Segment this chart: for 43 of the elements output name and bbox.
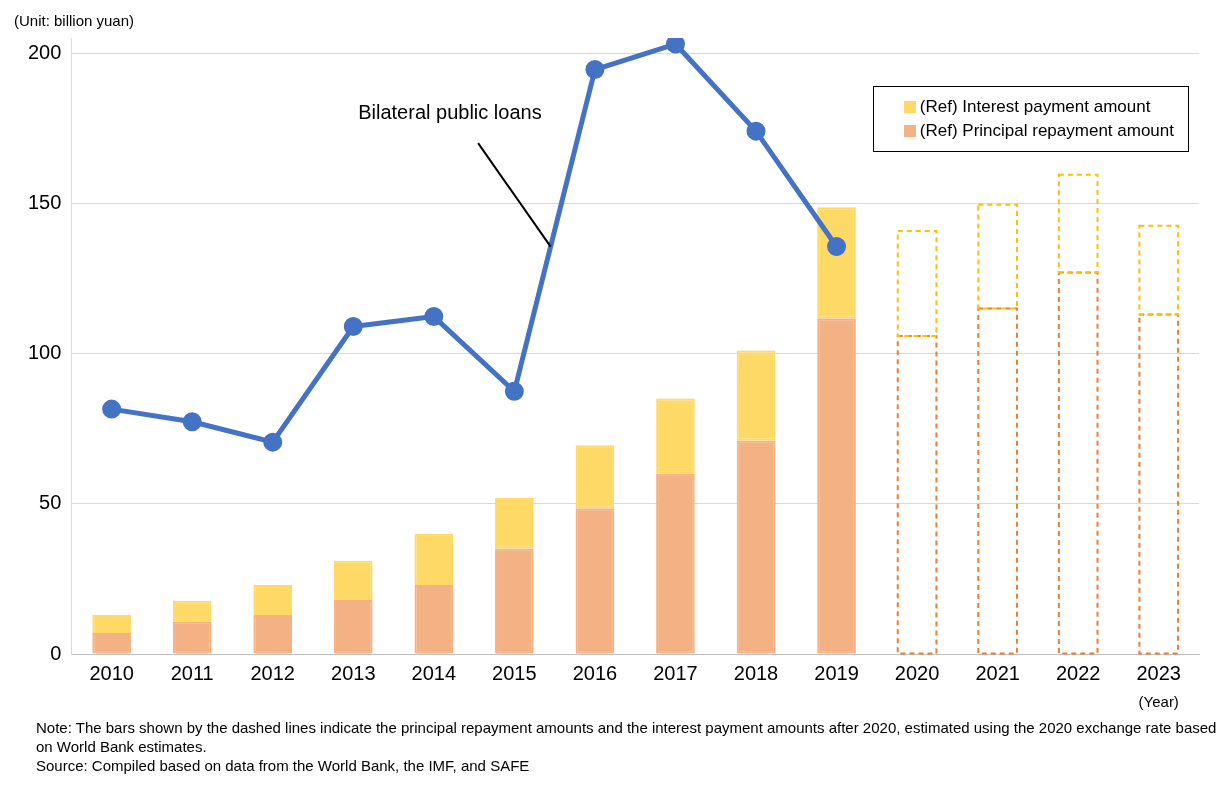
y-axis-title: (Unit: billion yuan) [14,11,135,29]
point [182,412,202,432]
legend-label: (Ref) Interest payment amount [919,97,1151,117]
series-label: Bilateral public loans [358,100,542,123]
y-tick-label: 0 [50,641,62,664]
x-tick-label: 2015 [492,661,537,684]
x-tick-label: 2014 [411,661,457,684]
x-tick-label: 2018 [733,661,779,684]
point [746,121,766,141]
legend-label: (Ref) Principal repayment amount [919,121,1174,141]
bar [977,307,1018,655]
x-tick-label: 2021 [975,661,1020,684]
x-tick-label: 2019 [814,661,859,684]
bar [896,229,938,338]
text: Note: The bars shown by the dashed lines indicate the principal repayment amounts and the interest payment amounts after 2020, estimated using the 2020 exchange rate based on World Bank estimates. [36,718,1218,756]
point [263,432,283,452]
y-tick-label: 50 [39,491,62,514]
source-note: Source: Compiled based on data from the World Bank, the IMF, and SAFE [36,756,531,775]
point [585,60,605,80]
x-axis-title: (Year) [1138,692,1179,710]
point [424,307,444,327]
bar [977,203,1018,310]
x-tick-label: 2010 [89,661,134,684]
x-tick-label: 2023 [1136,661,1181,684]
x-tick-label: 2013 [331,661,376,684]
x-tick-label: 2020 [894,661,940,684]
x-tick-label: 2016 [572,661,618,684]
y-tick-label: 200 [27,40,62,63]
point [102,399,122,419]
bar [1057,173,1099,274]
point [504,381,524,401]
x-tick-label: 2017 [653,661,698,684]
point [827,237,847,257]
y-tick-label: 150 [27,190,62,213]
x-tick-label: 2022 [1055,661,1101,684]
point [343,316,363,336]
y-tick-label: 100 [27,341,62,364]
bar [1138,313,1180,655]
bar [896,335,938,655]
bar [1057,271,1099,655]
bar [1138,224,1180,316]
x-tick-label: 2012 [250,661,295,684]
x-tick-label: 2011 [170,661,214,684]
